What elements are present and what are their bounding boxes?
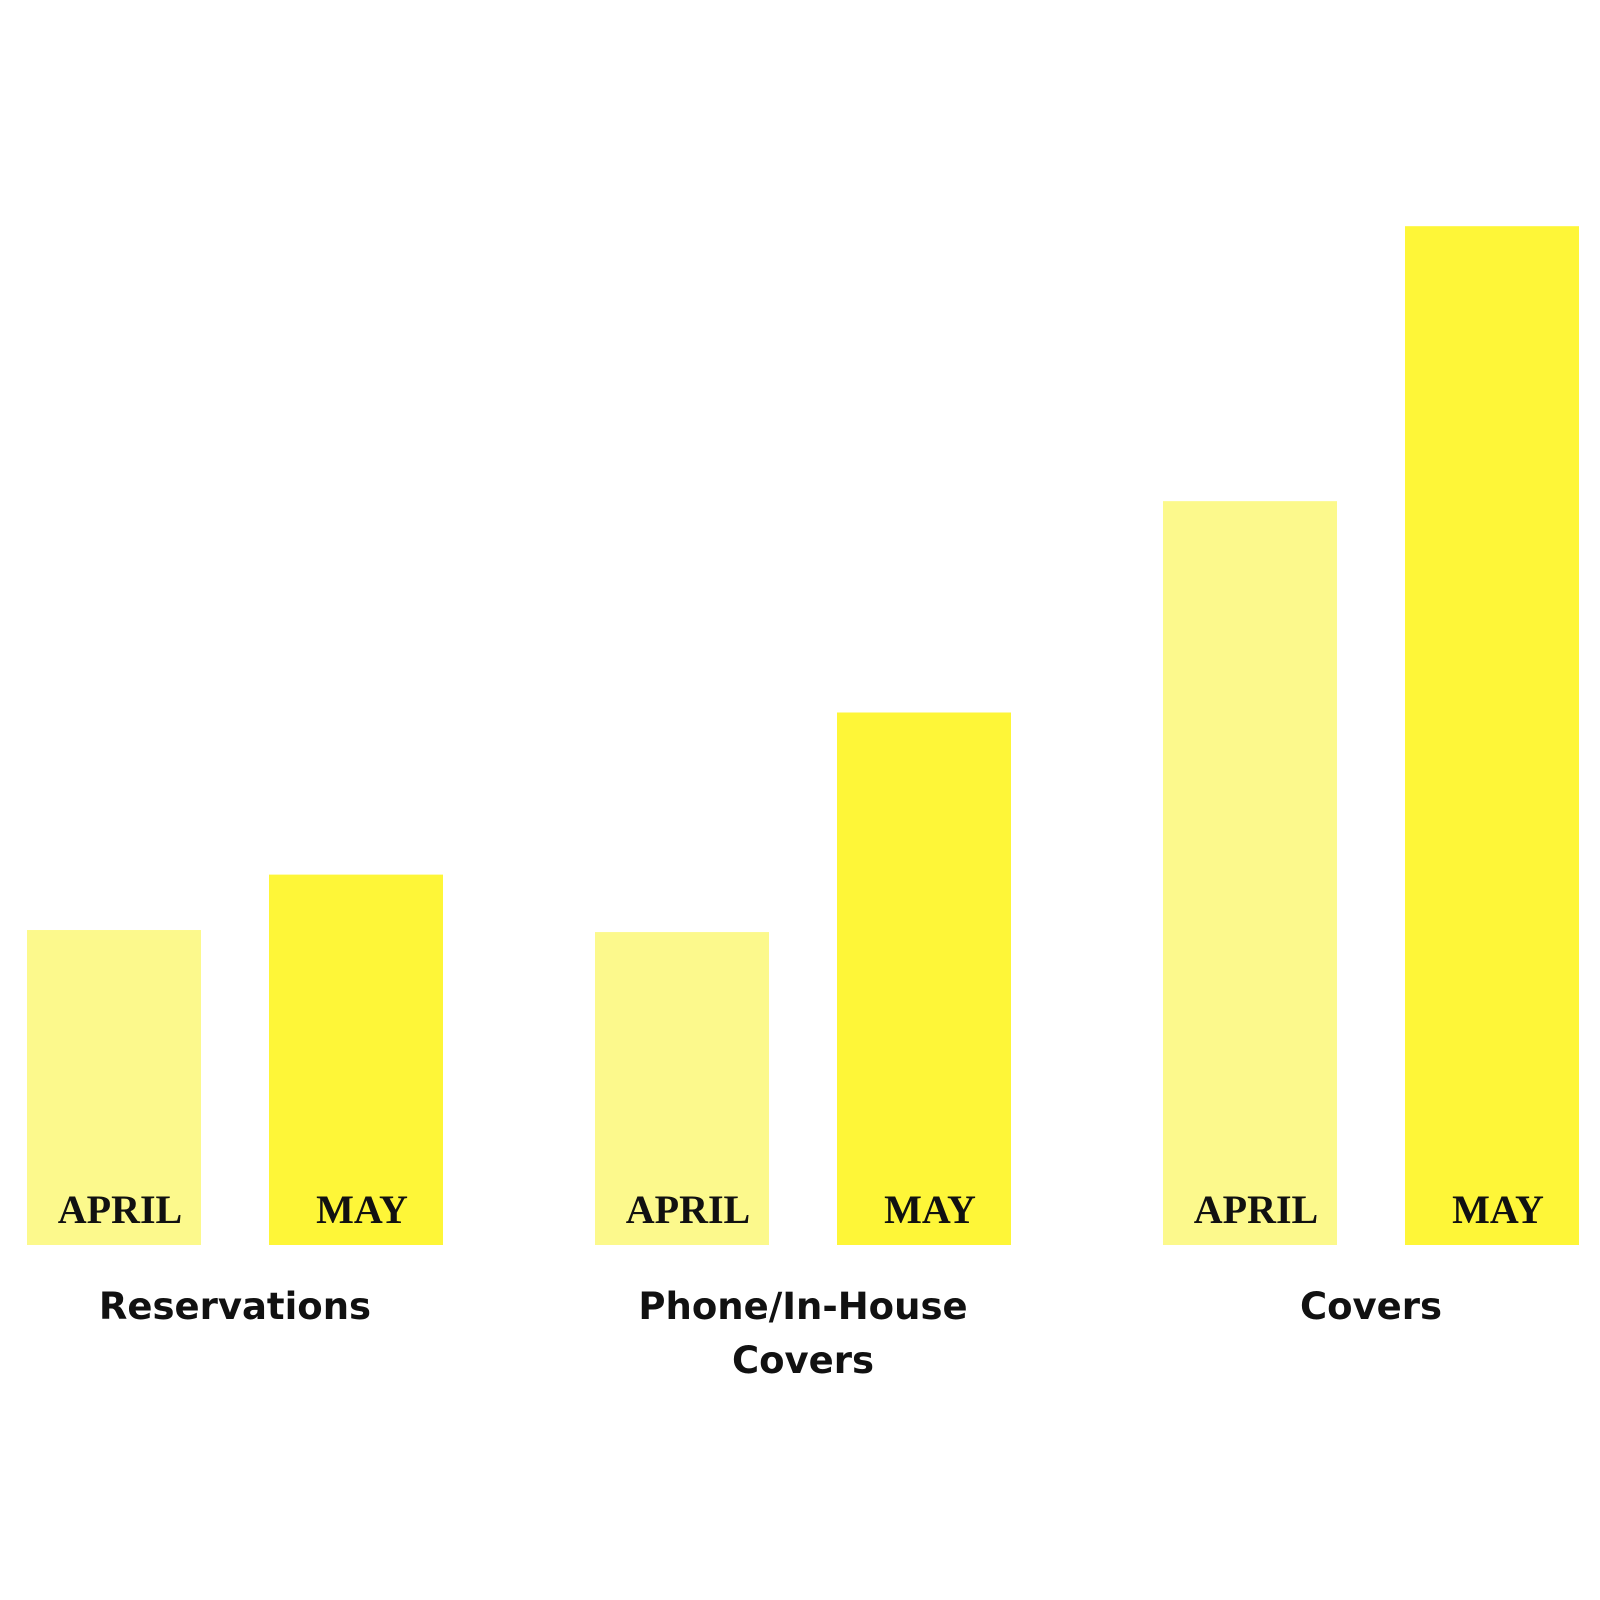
bar	[595, 932, 769, 1245]
bar-label: MAY	[884, 1187, 976, 1232]
bar-label: APRIL	[58, 1187, 182, 1232]
bar	[1405, 226, 1579, 1245]
bar	[837, 712, 1011, 1245]
bar	[27, 930, 201, 1245]
category-label: Reservations	[98, 1285, 372, 1328]
bar	[1163, 501, 1337, 1245]
bar	[269, 874, 443, 1245]
bar-label: APRIL	[1194, 1187, 1318, 1232]
bar-label: MAY	[316, 1187, 408, 1232]
category-label: Covers	[1299, 1285, 1443, 1328]
bar-label: MAY	[1452, 1187, 1544, 1232]
category-label: Phone/In-House Covers	[638, 1285, 968, 1382]
bar-label: APRIL	[626, 1187, 750, 1232]
